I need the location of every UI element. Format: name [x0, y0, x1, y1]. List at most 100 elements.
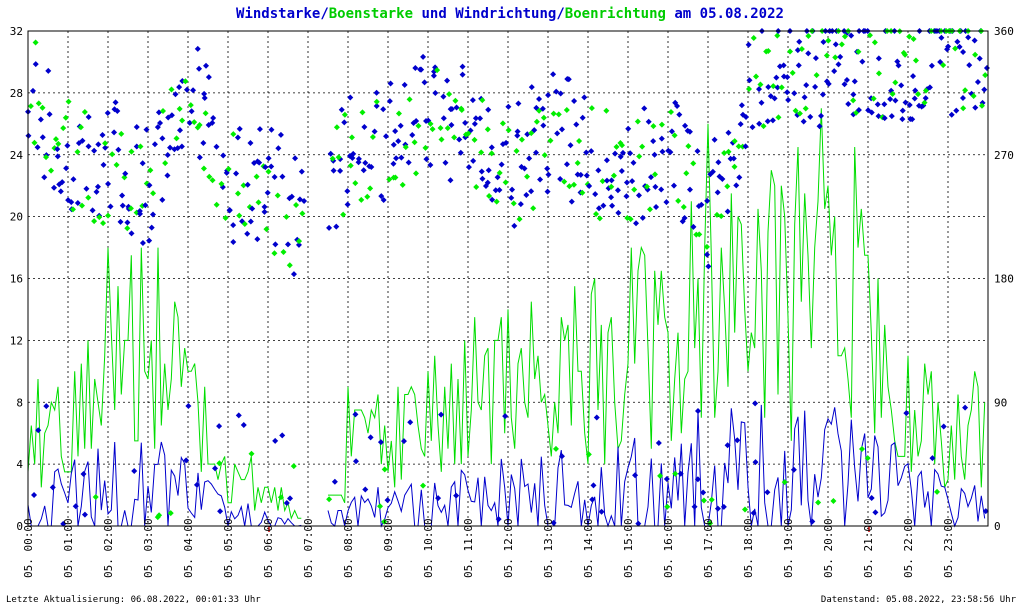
- direction-point: [216, 423, 223, 430]
- direction-point: [705, 263, 712, 270]
- gust-direction-point: [787, 48, 794, 55]
- direction-point: [635, 192, 642, 199]
- gust-direction-point: [27, 103, 34, 110]
- direction-point: [279, 432, 286, 439]
- gust-direction-point: [241, 220, 248, 227]
- direction-point: [384, 497, 391, 504]
- direction-point: [122, 170, 129, 177]
- direction-point: [937, 58, 944, 65]
- direction-point: [262, 164, 269, 171]
- direction-point: [982, 508, 989, 515]
- gust-direction-point: [555, 111, 562, 118]
- direction-point: [355, 155, 362, 162]
- direction-point: [380, 106, 387, 113]
- gust-direction-point: [156, 512, 163, 519]
- direction-point: [271, 173, 278, 180]
- gust-direction-point: [703, 243, 710, 250]
- direction-point: [690, 223, 697, 230]
- gust-direction-point: [912, 57, 919, 64]
- gust-direction-point: [32, 39, 39, 46]
- direction-point: [550, 71, 557, 78]
- direction-point: [64, 142, 71, 149]
- gust-direction-point: [364, 193, 371, 200]
- gust-direction-point: [329, 155, 336, 162]
- direction-point: [440, 93, 447, 100]
- direction-point: [633, 220, 640, 227]
- gust-direction-point: [248, 450, 255, 457]
- direction-point: [579, 114, 586, 121]
- direction-point: [283, 499, 290, 506]
- direction-point: [167, 144, 174, 151]
- gust-direction-point: [550, 110, 557, 117]
- direction-point: [940, 423, 947, 430]
- direction-point: [670, 182, 677, 189]
- gust-direction-point: [437, 125, 444, 132]
- direction-point: [801, 94, 808, 101]
- gust-direction-point: [672, 470, 679, 477]
- gust-direction-point: [603, 107, 610, 114]
- gust-direction-point: [127, 205, 134, 212]
- direction-point: [774, 84, 781, 91]
- gust-direction-point: [735, 143, 742, 150]
- gust-direction-point: [255, 199, 262, 206]
- direction-point: [157, 119, 164, 126]
- title-boenrichtung: Boenrichtung: [565, 6, 666, 22]
- gust-direction-point: [381, 518, 388, 525]
- direction-point: [148, 224, 155, 231]
- gust-direction-point: [866, 32, 873, 39]
- direction-point: [976, 55, 983, 62]
- direction-point: [928, 62, 935, 69]
- direction-point: [966, 62, 973, 69]
- direction-point: [540, 122, 547, 129]
- direction-point: [724, 208, 731, 215]
- gust-direction-point: [473, 183, 480, 190]
- direction-point: [203, 62, 210, 69]
- direction-point: [517, 201, 524, 208]
- direction-point: [220, 152, 227, 159]
- x-tick-label: 05. 16:00: [662, 518, 675, 578]
- direction-point: [93, 188, 100, 195]
- direction-point: [639, 214, 646, 221]
- gust-direction-point: [864, 455, 871, 462]
- direction-point: [910, 73, 917, 80]
- direction-point: [292, 155, 299, 162]
- gust-direction-point: [438, 136, 445, 143]
- direction-point: [209, 119, 216, 126]
- direction-point: [119, 192, 126, 199]
- gust-direction-point: [77, 124, 84, 131]
- direction-point: [190, 87, 197, 94]
- direction-point: [771, 95, 778, 102]
- direction-point: [196, 65, 203, 72]
- direction-point: [205, 74, 212, 81]
- direction-point: [378, 193, 385, 200]
- gust-direction-point: [206, 173, 213, 180]
- direction-point: [784, 74, 791, 81]
- gust-direction-point: [35, 100, 42, 107]
- direction-point: [143, 126, 150, 133]
- direction-point: [965, 34, 972, 41]
- gust-direction-point: [60, 125, 67, 132]
- direction-point: [588, 148, 595, 155]
- direction-point: [275, 145, 282, 152]
- gust-direction-point: [187, 102, 194, 109]
- direction-point: [49, 484, 56, 491]
- direction-point: [603, 177, 610, 184]
- direction-point: [178, 143, 185, 150]
- gust-direction-point: [731, 163, 738, 170]
- direction-point: [485, 106, 492, 113]
- direction-point: [960, 49, 967, 56]
- gust-direction-point: [392, 174, 399, 181]
- gust-direction-point: [427, 120, 434, 127]
- gust-direction-point: [105, 212, 112, 219]
- direction-point: [352, 411, 359, 418]
- direction-point: [164, 151, 171, 158]
- direction-point: [176, 84, 183, 91]
- gust-direction-point: [253, 173, 260, 180]
- gust-direction-point: [841, 33, 848, 40]
- gust-direction-point: [216, 460, 223, 467]
- direction-point: [360, 167, 367, 174]
- gust-direction-point: [613, 143, 620, 150]
- direction-point: [387, 80, 394, 87]
- direction-point: [373, 89, 380, 96]
- windspeed-line: [27, 404, 986, 528]
